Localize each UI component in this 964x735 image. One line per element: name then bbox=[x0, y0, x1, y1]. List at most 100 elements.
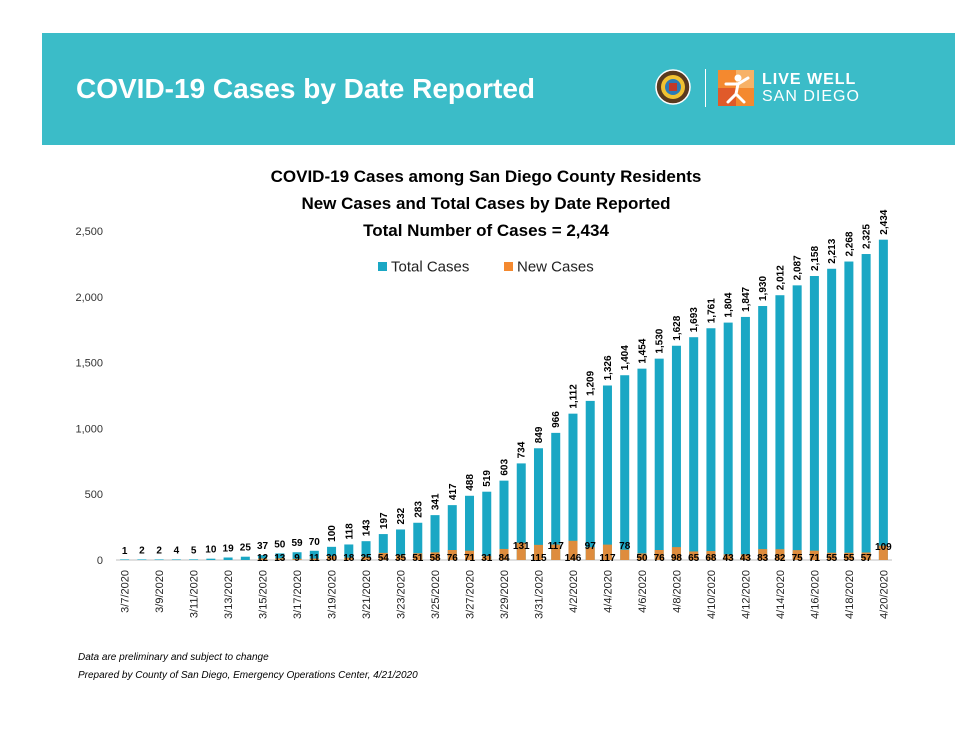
bar-total-cases bbox=[171, 559, 181, 560]
bar-new-cases bbox=[447, 549, 457, 560]
data-label-total: 603 bbox=[500, 459, 511, 476]
data-label-total: 1,804 bbox=[724, 292, 735, 317]
data-label-new: 146 bbox=[565, 553, 582, 564]
x-tick-label: 3/7/2020 bbox=[120, 570, 132, 613]
bar-new-cases bbox=[723, 554, 733, 560]
bar-new-cases bbox=[309, 558, 319, 560]
x-tick-label: 3/15/2020 bbox=[258, 570, 270, 619]
legend-swatch-2 bbox=[504, 262, 513, 271]
bar-total-cases bbox=[258, 555, 268, 560]
data-label-total: 2,087 bbox=[793, 255, 804, 280]
data-label-new: 31 bbox=[481, 553, 493, 564]
x-tick-label: 3/9/2020 bbox=[154, 570, 166, 613]
data-label-new: 83 bbox=[757, 553, 769, 564]
y-tick-label: 1,500 bbox=[75, 358, 103, 370]
bar-new-cases bbox=[861, 552, 871, 560]
y-tick-label: 2,500 bbox=[75, 226, 103, 238]
legend-swatch-1 bbox=[378, 262, 387, 271]
data-label-new: 71 bbox=[809, 553, 821, 564]
bar-total-cases bbox=[827, 268, 837, 560]
bar-new-cases bbox=[637, 553, 647, 560]
bar-new-cases bbox=[878, 545, 888, 560]
data-label-new: 97 bbox=[585, 541, 597, 552]
page-title: COVID-19 Cases by Date Reported bbox=[76, 73, 536, 104]
bar-total-cases bbox=[637, 368, 647, 560]
chart-title-line-1: COVID-19 Cases among San Diego County Re… bbox=[271, 167, 702, 186]
bar-total-cases bbox=[482, 491, 492, 560]
data-label-new: 43 bbox=[723, 553, 735, 564]
data-label-new: 115 bbox=[530, 553, 547, 564]
bar-total-cases bbox=[740, 316, 750, 560]
data-label-new: 18 bbox=[343, 553, 355, 564]
data-label-new: 68 bbox=[705, 553, 717, 564]
x-tick-label: 4/12/2020 bbox=[740, 570, 752, 619]
data-label-total: 1,326 bbox=[603, 355, 614, 380]
bar-total-cases bbox=[275, 553, 285, 560]
data-label-total: 143 bbox=[362, 519, 373, 536]
data-label-new: 50 bbox=[636, 553, 648, 564]
data-label-total: 1,628 bbox=[672, 315, 683, 340]
data-label-total: 197 bbox=[379, 512, 390, 529]
header-banner: COVID-19 Cases by Date Reported LIVE WEL… bbox=[42, 33, 955, 145]
data-label-new: 84 bbox=[498, 553, 510, 564]
bar-total-cases bbox=[809, 276, 819, 560]
bar-total-cases bbox=[723, 322, 733, 560]
bar-total-cases bbox=[137, 559, 147, 560]
bar-new-cases bbox=[275, 558, 285, 560]
data-label-total: 1,404 bbox=[620, 345, 631, 370]
data-label-total: 232 bbox=[396, 507, 407, 524]
data-label-total: 1,930 bbox=[758, 276, 769, 301]
data-label-total: 19 bbox=[223, 543, 235, 554]
data-label-new: 12 bbox=[257, 553, 269, 564]
y-tick-label: 1,000 bbox=[75, 423, 103, 435]
data-label-new: 117 bbox=[599, 553, 616, 564]
bar-total-cases bbox=[620, 375, 630, 560]
x-tick-label: 3/19/2020 bbox=[327, 570, 339, 619]
data-label-total: 100 bbox=[327, 525, 338, 542]
data-label-new: 78 bbox=[619, 541, 631, 552]
y-tick-label: 500 bbox=[85, 489, 103, 501]
data-label-new: 65 bbox=[688, 553, 700, 564]
bar-total-cases bbox=[568, 413, 578, 560]
data-label-total: 2,012 bbox=[775, 265, 786, 290]
bar-new-cases bbox=[654, 549, 664, 560]
data-label-total: 1,209 bbox=[586, 370, 597, 395]
bar-total-cases bbox=[465, 495, 475, 560]
x-tick-label: 3/23/2020 bbox=[396, 570, 408, 619]
bar-new-cases bbox=[378, 552, 388, 560]
data-label-new: 30 bbox=[326, 553, 338, 564]
bar-total-cases bbox=[430, 515, 440, 560]
data-label-total: 25 bbox=[240, 543, 252, 554]
bar-total-cases bbox=[223, 557, 233, 560]
data-label-total: 2,268 bbox=[844, 231, 855, 256]
bar-total-cases bbox=[120, 559, 130, 560]
data-label-new: 55 bbox=[826, 553, 838, 564]
x-tick-label: 4/4/2020 bbox=[602, 570, 614, 613]
bar-total-cases bbox=[396, 529, 406, 560]
bar-total-cases bbox=[878, 239, 888, 560]
data-label-total: 1,847 bbox=[741, 286, 752, 311]
bar-new-cases bbox=[809, 550, 819, 560]
data-label-total: 1,530 bbox=[655, 328, 666, 353]
bar-total-cases bbox=[309, 550, 319, 560]
footnote-preliminary: Data are preliminary and subject to chan… bbox=[78, 652, 269, 663]
x-tick-label: 4/20/2020 bbox=[878, 570, 890, 619]
logo-line2: SAN DIEGO bbox=[762, 88, 860, 105]
data-label-total: 341 bbox=[431, 493, 442, 510]
data-label-total: 37 bbox=[257, 541, 269, 552]
bar-new-cases bbox=[671, 547, 681, 560]
data-label-new: 43 bbox=[740, 553, 752, 564]
data-label-new: 76 bbox=[654, 553, 666, 564]
bar-total-cases bbox=[775, 295, 785, 560]
bar-total-cases bbox=[671, 345, 681, 560]
x-tick-label: 4/14/2020 bbox=[775, 570, 787, 619]
logo-divider bbox=[705, 69, 706, 107]
data-label-new: 55 bbox=[843, 553, 855, 564]
x-tick-label: 3/27/2020 bbox=[465, 570, 477, 619]
data-label-new: 76 bbox=[447, 553, 459, 564]
bar-new-cases bbox=[430, 552, 440, 560]
bar-total-cases bbox=[533, 448, 543, 560]
data-label-new: 51 bbox=[412, 553, 424, 564]
bar-total-cases bbox=[516, 463, 526, 560]
data-label-new: 109 bbox=[875, 542, 892, 553]
